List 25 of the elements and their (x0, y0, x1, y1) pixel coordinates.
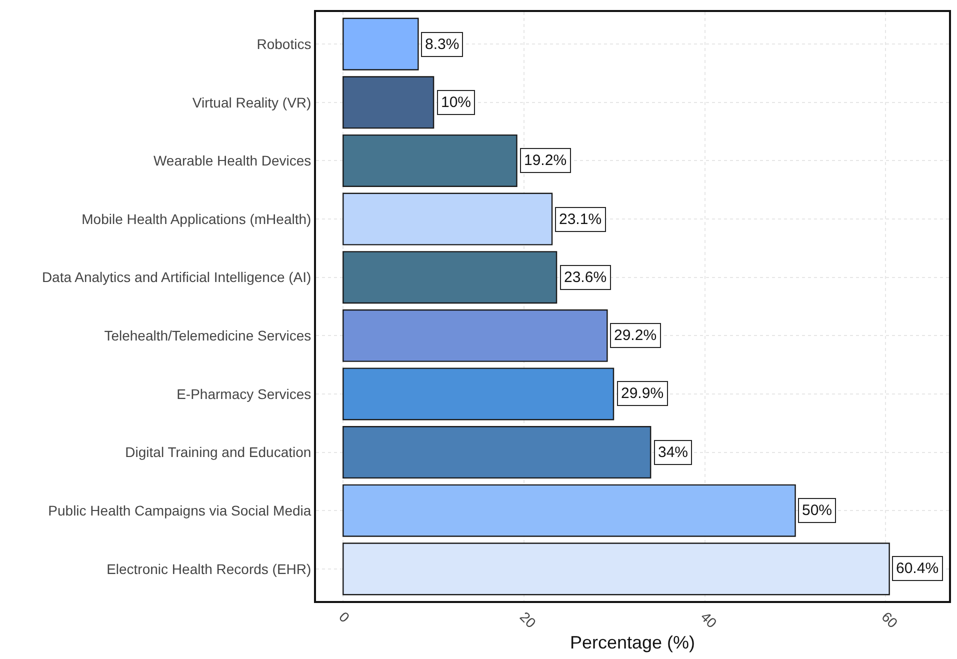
data-label: 34% (658, 444, 688, 461)
data-label: 50% (802, 502, 832, 519)
data-label: 19.2% (524, 152, 567, 169)
y-tick-label: Electronic Health Records (EHR) (106, 560, 312, 577)
y-tick-label: Virtual Reality (VR) (192, 94, 312, 110)
y-tick-label: Robotics (256, 36, 312, 52)
y-tick-label: Data Analytics and Artificial Intelligence (AI) (42, 269, 312, 286)
y-tick-label: Mobile Health Applications (mHealth) (82, 210, 312, 227)
data-label: 23.6% (564, 269, 607, 286)
data-label: 60.4% (896, 560, 939, 577)
x-tick-label: 60 (878, 608, 902, 632)
y-tick-label: Wearable Health Devices (153, 152, 312, 169)
data-label: 23.1% (559, 211, 602, 228)
x-axis-title: Percentage (%) (570, 632, 696, 653)
y-tick-label: Digital Training and Education (125, 444, 312, 460)
x-tick-label: 20 (516, 608, 540, 632)
y-tick-label: Public Health Campaigns via Social Media (48, 502, 312, 519)
y-tick-label: E-Pharmacy Services (176, 386, 312, 402)
y-tick-label: Telehealth/Telemedicine Services (104, 328, 312, 344)
data-label: 8.3% (425, 36, 460, 53)
data-label: 29.9% (621, 385, 664, 402)
x-tick-label: 0 (336, 608, 354, 626)
data-label: 29.2% (614, 327, 657, 344)
x-tick-label: 40 (698, 608, 720, 632)
data-label: 10% (441, 94, 472, 111)
